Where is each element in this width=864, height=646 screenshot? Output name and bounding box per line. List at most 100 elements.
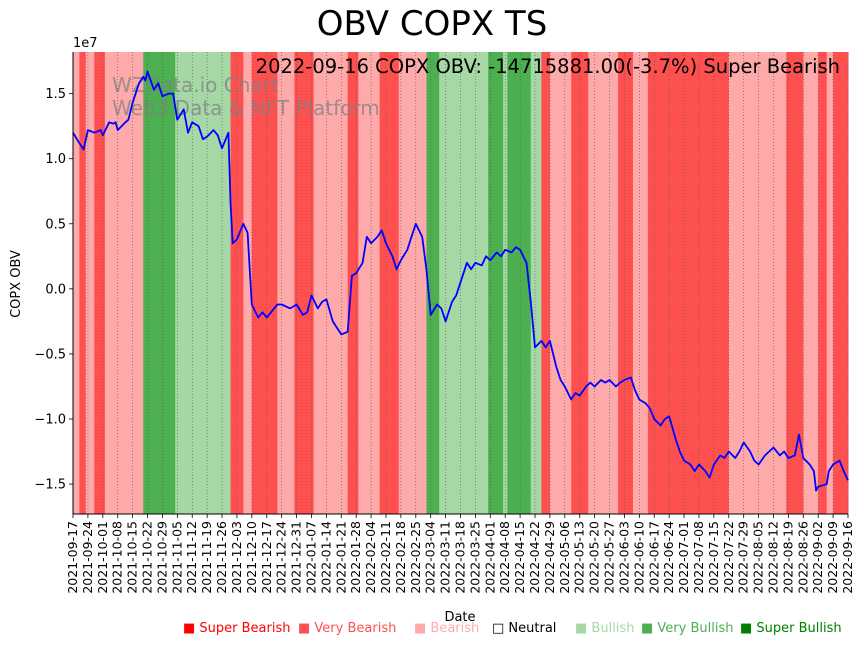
x-tick-label: 2021-12-17	[259, 521, 274, 594]
regime-band-39	[826, 52, 834, 514]
x-tick-label: 2022-01-21	[333, 521, 348, 594]
regime-band-11	[251, 52, 278, 514]
regime-band-2	[85, 52, 95, 514]
x-tick-label: 2022-08-05	[751, 521, 766, 594]
regime-band-29	[588, 52, 619, 514]
y-scale-label: 1e7	[73, 36, 98, 51]
legend-label: Neutral	[508, 621, 557, 636]
legend-swatch: □	[492, 621, 509, 636]
x-tick-label: 2022-07-08	[691, 521, 706, 594]
chart-title: OBV COPX TS	[316, 4, 548, 44]
x-tick-label: 2021-09-24	[80, 521, 95, 594]
regime-band-12	[277, 52, 295, 514]
regime-band-19	[398, 52, 427, 514]
y-tick-label: 1.0	[45, 152, 66, 167]
x-tick-label: 2022-04-22	[527, 521, 542, 594]
legend-item-bearish: ■ Bearish	[414, 621, 479, 636]
regime-band-36	[786, 52, 804, 514]
x-tick-label: 2021-10-08	[110, 521, 125, 594]
y-tick-label: 0.0	[45, 282, 66, 297]
x-tick-label: 2022-02-11	[378, 521, 393, 594]
x-tick-label: 2022-02-25	[408, 521, 423, 594]
x-tick-label: 2022-08-12	[765, 521, 780, 594]
x-tick-label: 2022-07-15	[706, 521, 721, 594]
y-tick-label: −1.0	[34, 412, 66, 427]
x-tick-label: 2021-12-24	[274, 521, 289, 594]
x-tick-label: 2021-12-10	[244, 521, 259, 594]
x-tick-label: 2022-05-20	[587, 521, 602, 594]
x-tick-label: 2021-10-29	[154, 521, 169, 594]
legend-label: Super Bearish	[199, 621, 291, 636]
regime-band-25	[530, 52, 542, 514]
legend-item-super-bearish: ■ Super Bearish	[183, 621, 291, 636]
legend-swatch: ■	[298, 621, 315, 636]
x-axis-label: Date	[444, 610, 475, 625]
x-tick-label: 2022-04-01	[482, 521, 497, 594]
regime-band-21	[439, 52, 489, 514]
obv-series-line	[72, 70, 849, 492]
y-axis-label: COPX OBV	[9, 250, 24, 318]
legend: ■ Super Bearish ■ Very Bearish ■ Bearish □ …	[0, 621, 864, 639]
x-tick-label: 2022-09-09	[825, 521, 840, 594]
regime-band-7	[175, 52, 185, 514]
x-tick-label: 2022-03-04	[423, 521, 438, 594]
x-tick-label: 2021-09-17	[65, 521, 80, 594]
watermark-line-2: Web3 Data & NFT Platform	[112, 96, 380, 120]
legend-item-bullish: ■ Bullish	[575, 621, 634, 636]
regime-band-13	[294, 52, 304, 514]
x-tick-label: 2022-06-10	[631, 521, 646, 594]
vertical-gridlines	[72, 52, 849, 514]
regime-band-33	[728, 52, 745, 514]
legend-item-neutral: □ Neutral	[492, 621, 556, 636]
legend-item-very-bullish: ■ Very Bullish	[641, 621, 733, 636]
x-tick-label: 2021-10-01	[95, 521, 110, 594]
x-tick-label: 2022-05-27	[602, 521, 617, 594]
regime-band-16	[347, 52, 359, 514]
legend-item-very-bearish: ■ Very Bearish	[298, 621, 396, 636]
legend-label: Bearish	[430, 621, 480, 636]
x-tick-label: 2021-11-12	[184, 521, 199, 594]
regime-band-4	[104, 52, 144, 514]
legend-item-super-bullish: ■ Super Bullish	[740, 621, 842, 636]
x-tick-label: 2022-04-29	[542, 521, 557, 594]
regime-band-14	[302, 52, 315, 514]
legend-label: Bullish	[591, 621, 635, 636]
regime-band-40	[833, 52, 849, 514]
x-tick-label: 2022-08-26	[795, 521, 810, 594]
x-tick-label: 2021-11-19	[199, 521, 214, 594]
regime-band-24	[507, 52, 532, 514]
y-tick-label: 1.5	[45, 87, 66, 102]
legend-swatch: ■	[740, 621, 757, 636]
legend-swatch: ■	[575, 621, 592, 636]
regime-band-5	[143, 52, 151, 514]
regime-band-3	[94, 52, 106, 514]
x-tick-label: 2021-12-03	[229, 521, 244, 594]
x-tick-label: 2022-06-24	[661, 521, 676, 594]
regime-band-18	[379, 52, 400, 514]
x-tick-label: 2022-05-13	[572, 521, 587, 594]
x-tick-label: 2021-10-15	[125, 521, 140, 594]
x-tick-label: 2022-03-11	[438, 521, 453, 594]
regime-band-26	[541, 52, 551, 514]
y-tick-label: 0.5	[45, 217, 66, 232]
regime-band-27	[549, 52, 572, 514]
x-tick-label: 2022-01-07	[303, 521, 318, 594]
legend-label: Super Bullish	[756, 621, 842, 636]
legend-swatch: ■	[641, 621, 658, 636]
legend-swatch: ■	[414, 621, 431, 636]
y-tick-label: −0.5	[34, 347, 66, 362]
y-tick-label: −1.5	[34, 478, 66, 493]
x-tick-label: 2022-02-04	[363, 521, 378, 594]
regime-band-31	[632, 52, 649, 514]
regime-band-35	[773, 52, 787, 514]
x-tick-label: 2021-11-26	[214, 521, 229, 594]
regime-band-0	[73, 52, 80, 514]
x-tick-label: 2022-04-08	[497, 521, 512, 594]
regime-band-37	[803, 52, 819, 514]
x-tick-label: 2022-07-29	[736, 521, 751, 594]
x-tick-label: 2022-06-03	[616, 521, 631, 594]
regime-band-10	[243, 52, 253, 514]
x-tick-label: 2022-09-02	[810, 521, 825, 594]
x-tick-label: 2022-01-14	[318, 521, 333, 594]
